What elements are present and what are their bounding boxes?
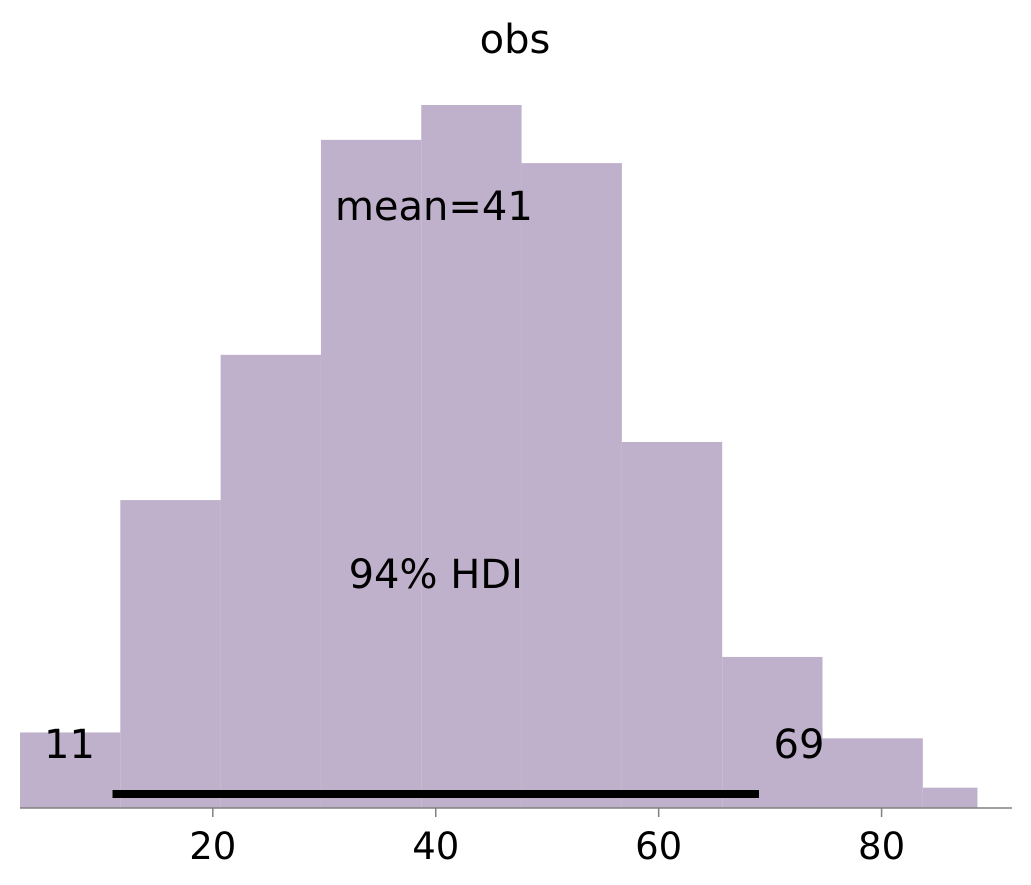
histogram-bar xyxy=(120,500,221,808)
histogram-bar xyxy=(20,732,121,808)
chart-title: obs xyxy=(480,17,551,63)
histogram-bar xyxy=(722,656,823,808)
histogram-bar xyxy=(621,441,723,808)
x-tick-label: 20 xyxy=(189,825,236,868)
hdi-high-label: 69 xyxy=(774,722,825,768)
hdi-label: 94% HDI xyxy=(349,552,523,598)
hdi-low-label: 11 xyxy=(44,722,95,768)
histogram-bar xyxy=(421,105,522,808)
histogram-bar xyxy=(320,139,422,808)
histogram-bar xyxy=(220,354,321,808)
x-tick-label: 80 xyxy=(858,825,905,868)
histogram-bar xyxy=(521,163,622,808)
bars-group xyxy=(20,105,978,808)
histogram-bar xyxy=(922,787,978,808)
mean-label: mean=41 xyxy=(335,184,533,230)
x-tick-label: 60 xyxy=(635,825,682,868)
histogram-bar xyxy=(822,738,923,808)
x-ticks-group: 20 40 60 80 xyxy=(189,808,905,868)
x-tick-label: 40 xyxy=(412,825,459,868)
